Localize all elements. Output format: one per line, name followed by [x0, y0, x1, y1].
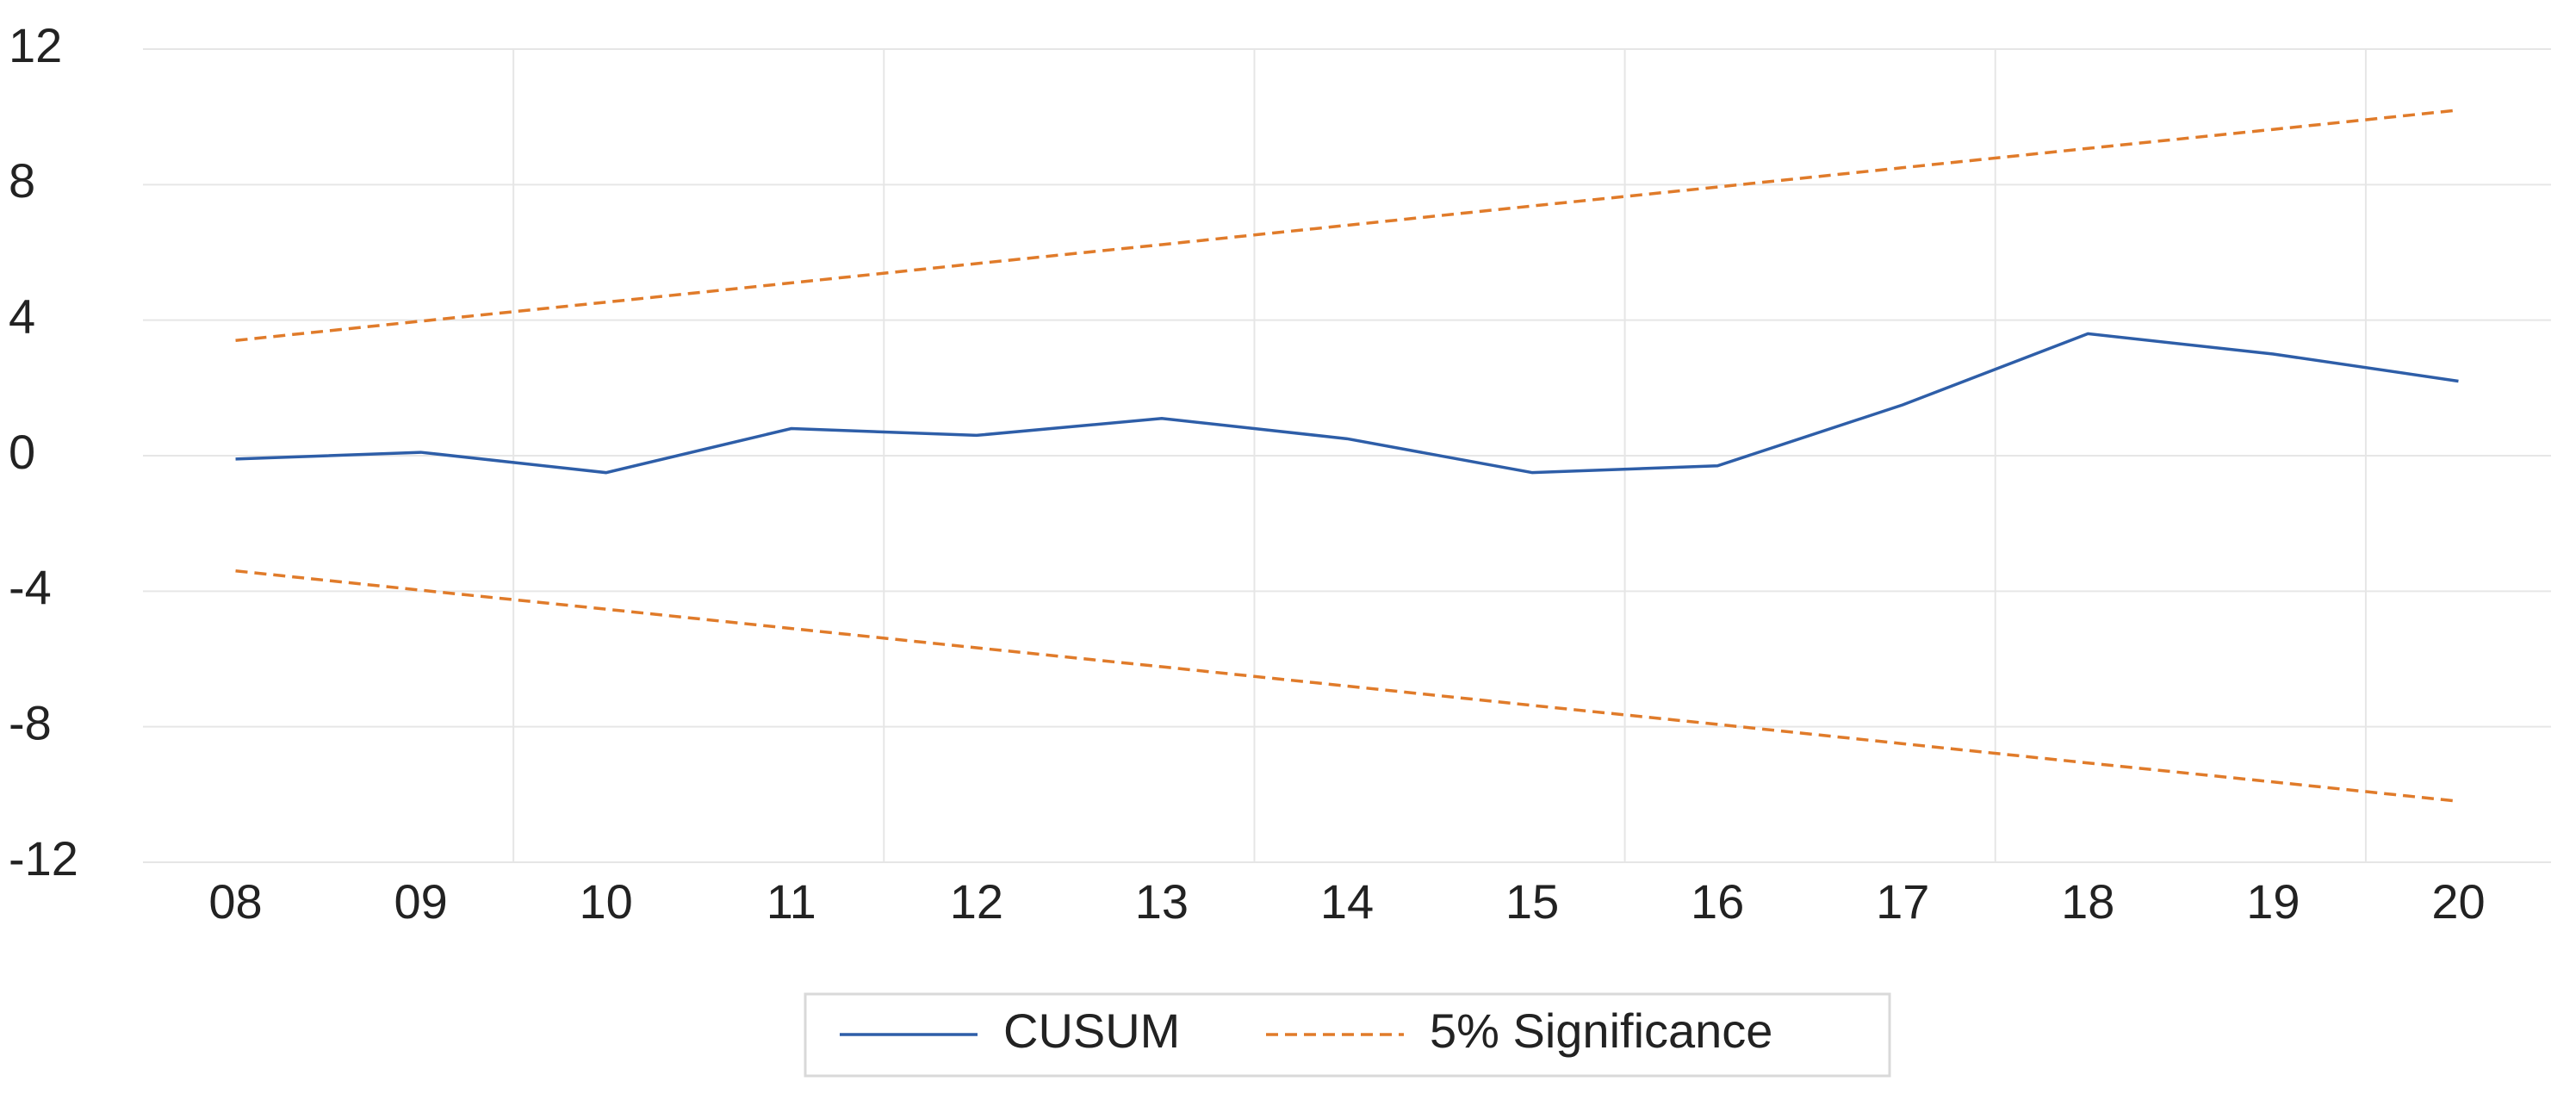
line-series — [235, 569, 2459, 803]
x-tick-label: 13 — [1135, 874, 1189, 929]
x-tick-label: 14 — [1320, 874, 1374, 929]
x-tick-label: 15 — [1505, 874, 1559, 929]
x-tick-label: 08 — [208, 874, 262, 929]
x-tick-label: 19 — [2246, 874, 2300, 929]
y-tick-label: 8 — [9, 153, 35, 208]
x-tick-label: 12 — [950, 874, 1003, 929]
x-tick-label: 20 — [2431, 874, 2485, 929]
legend-label: 5% Significance — [1430, 1004, 1772, 1058]
x-tick-label: 17 — [1876, 874, 1929, 929]
x-tick-label: 10 — [580, 874, 633, 929]
line-series — [235, 109, 2459, 343]
y-tick-label: 4 — [9, 289, 35, 343]
y-tick-label: 12 — [9, 18, 62, 72]
x-tick-label: 11 — [767, 874, 816, 929]
y-tick-label: 0 — [9, 425, 35, 479]
legend-label: CUSUM — [1003, 1004, 1180, 1058]
y-tick-label: -12 — [9, 831, 78, 886]
y-tick-label: -4 — [9, 560, 52, 614]
x-tick-label: 09 — [394, 874, 447, 929]
x-tick-label: 18 — [2061, 874, 2114, 929]
y-tick-label: -8 — [9, 695, 52, 749]
x-tick-label: 16 — [1691, 874, 1744, 929]
line-series — [235, 332, 2459, 475]
